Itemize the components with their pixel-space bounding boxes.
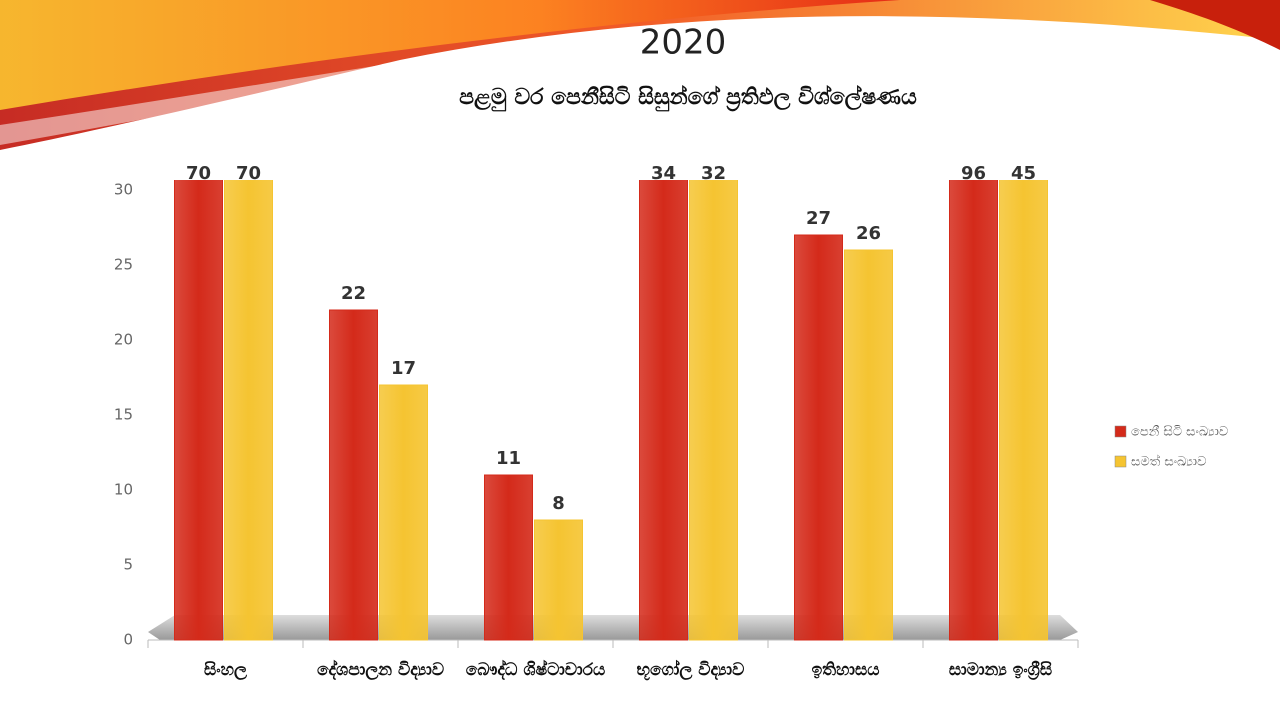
legend-label: පෙනී සිටි සංඛ්‍යාව [1131, 425, 1228, 440]
data-label: 22 [341, 283, 366, 304]
x-tick-label: ඉතිහාසය [811, 660, 880, 680]
x-tick-label: භූගෝල විද්‍යාව [636, 660, 745, 680]
bar [329, 309, 378, 641]
chart-subtitle: පළමු වර පෙනීසිටි සිසුන්ගේ ප්‍රතිඵල විශ්ල… [459, 84, 917, 112]
y-tick-label: 0 [123, 631, 133, 649]
x-tick-label: සාමාන්‍ය ඉංග්‍රීසි [948, 660, 1053, 680]
legend-label: සමත් සංඛ්‍යාව [1131, 453, 1206, 469]
y-tick-label: 20 [114, 331, 133, 349]
bar [999, 180, 1048, 641]
x-tick-label: දේශපාලන විද්‍යාව [316, 660, 445, 680]
data-label: 8 [552, 493, 565, 514]
legend-swatch [1114, 425, 1127, 438]
data-label: 96 [961, 163, 986, 184]
plot-area [174, 180, 1048, 641]
data-label: 45 [1011, 163, 1036, 184]
x-tick-label: සිංහල [204, 660, 247, 680]
data-label: 70 [186, 163, 211, 184]
bar [689, 180, 738, 641]
data-label: 70 [236, 163, 261, 184]
data-label: 26 [856, 223, 881, 244]
y-tick-label: 30 [114, 181, 133, 199]
bar [484, 474, 533, 641]
data-label: 17 [391, 358, 416, 379]
y-tick-label: 25 [114, 256, 133, 274]
bar [224, 180, 273, 641]
bar [379, 384, 428, 641]
chart-title: 2020 [640, 23, 727, 63]
y-tick-label: 5 [123, 556, 133, 574]
data-label: 11 [496, 448, 521, 469]
bar [844, 249, 893, 641]
bar [639, 180, 688, 641]
x-tick-label: බෞද්ධ ශිෂ්ටාචාරය [465, 660, 606, 680]
y-tick-label: 15 [114, 406, 133, 424]
data-label: 27 [806, 208, 831, 229]
bar [534, 519, 583, 641]
y-tick-label: 10 [114, 481, 133, 499]
bar [174, 180, 223, 641]
bar [949, 180, 998, 641]
legend-swatch [1114, 455, 1127, 468]
data-label: 34 [651, 163, 676, 184]
bar [794, 234, 843, 641]
data-label: 32 [701, 163, 726, 184]
